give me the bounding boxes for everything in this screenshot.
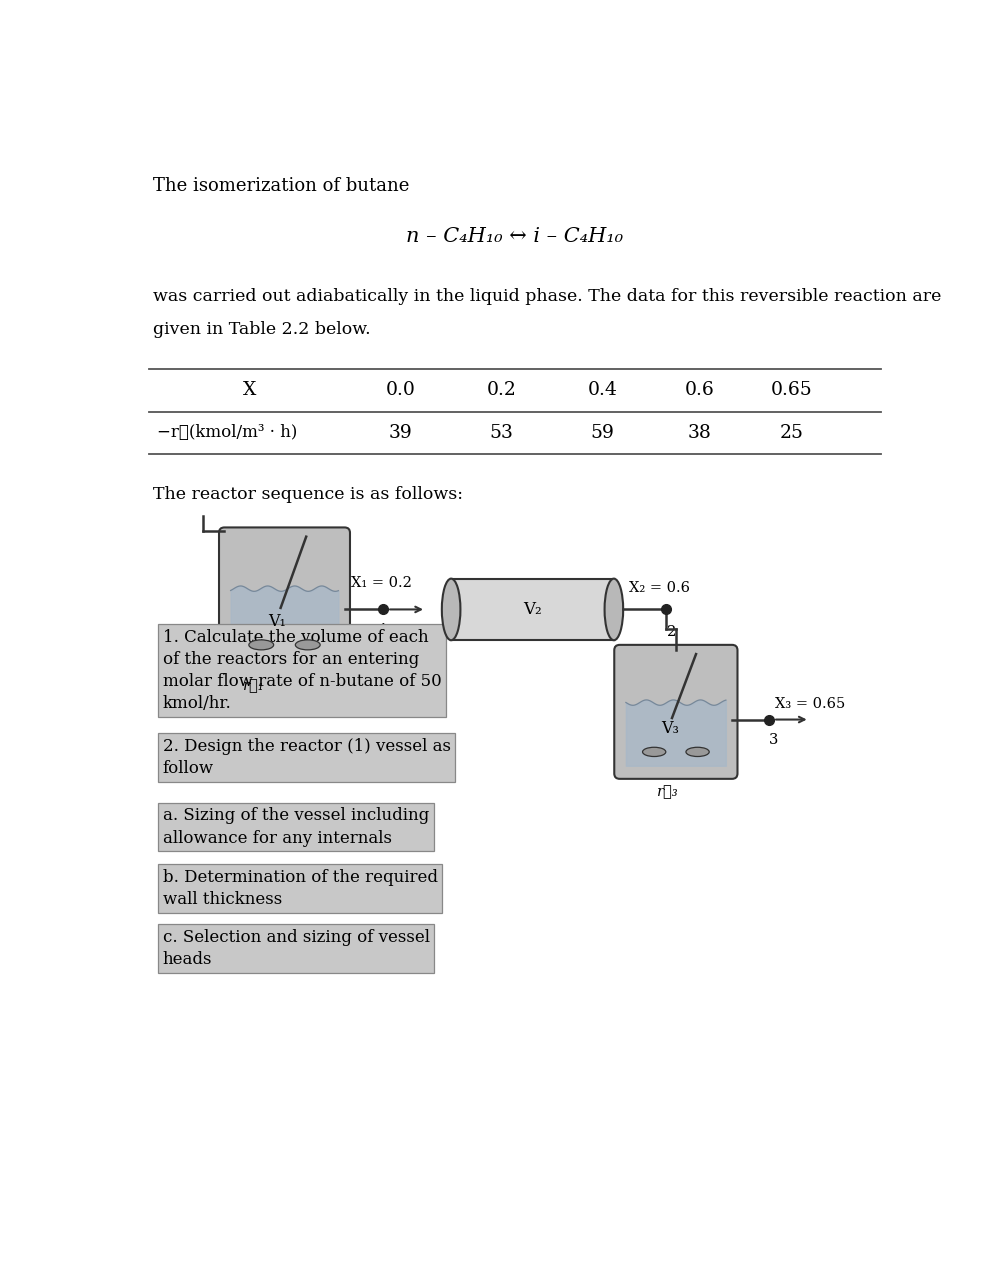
Text: 0.65: 0.65 <box>771 381 813 399</box>
Text: n – C₄H₁₀ ↔ i – C₄H₁₀: n – C₄H₁₀ ↔ i – C₄H₁₀ <box>406 227 623 246</box>
Text: 1: 1 <box>379 623 388 637</box>
Text: −r⁁(kmol/m³ · h): −r⁁(kmol/m³ · h) <box>157 424 297 442</box>
Text: 1. Calculate the volume of each
of the reactors for an entering
molar flow rate : 1. Calculate the volume of each of the r… <box>163 628 441 712</box>
Text: 0.4: 0.4 <box>587 381 617 399</box>
Text: 0.2: 0.2 <box>486 381 517 399</box>
Text: 3: 3 <box>769 733 778 748</box>
Text: 2. Design the reactor (1) vessel as
follow: 2. Design the reactor (1) vessel as foll… <box>163 739 451 777</box>
FancyBboxPatch shape <box>614 645 738 778</box>
Text: given in Table 2.2 below.: given in Table 2.2 below. <box>153 321 371 338</box>
Text: c. Selection and sizing of vessel
heads: c. Selection and sizing of vessel heads <box>163 929 430 968</box>
Text: The isomerization of butane: The isomerization of butane <box>153 177 409 195</box>
Text: r⁁₃: r⁁₃ <box>657 785 679 799</box>
Text: was carried out adiabatically in the liquid phase. The data for this reversible : was carried out adiabatically in the liq… <box>153 288 941 306</box>
Ellipse shape <box>686 748 710 756</box>
Text: 0.0: 0.0 <box>386 381 416 399</box>
Text: X: X <box>243 381 256 399</box>
Ellipse shape <box>249 640 273 650</box>
Ellipse shape <box>295 640 321 650</box>
Text: X₃ = 0.65: X₃ = 0.65 <box>776 698 846 712</box>
Text: 39: 39 <box>389 424 413 442</box>
Ellipse shape <box>605 579 623 640</box>
Text: 2: 2 <box>667 625 676 639</box>
Text: 0.6: 0.6 <box>684 381 714 399</box>
FancyBboxPatch shape <box>219 527 350 673</box>
Text: 59: 59 <box>590 424 614 442</box>
Text: b. Determination of the required
wall thickness: b. Determination of the required wall th… <box>163 869 438 908</box>
Text: 53: 53 <box>489 424 514 442</box>
Text: V₂: V₂ <box>524 600 542 618</box>
Text: a. Sizing of the vessel including
allowance for any internals: a. Sizing of the vessel including allowa… <box>163 808 429 846</box>
Text: 38: 38 <box>687 424 712 442</box>
Text: X₂ = 0.6: X₂ = 0.6 <box>629 581 690 595</box>
Ellipse shape <box>442 579 460 640</box>
Text: X₁ = 0.2: X₁ = 0.2 <box>351 576 412 590</box>
Text: 25: 25 <box>780 424 804 442</box>
Text: V₁: V₁ <box>267 613 285 630</box>
Ellipse shape <box>642 748 665 756</box>
Text: The reactor sequence is as follows:: The reactor sequence is as follows: <box>153 486 462 503</box>
Text: V₃: V₃ <box>660 721 678 737</box>
Bar <box>451 579 614 640</box>
Text: r⁁₁: r⁁₁ <box>242 680 264 694</box>
